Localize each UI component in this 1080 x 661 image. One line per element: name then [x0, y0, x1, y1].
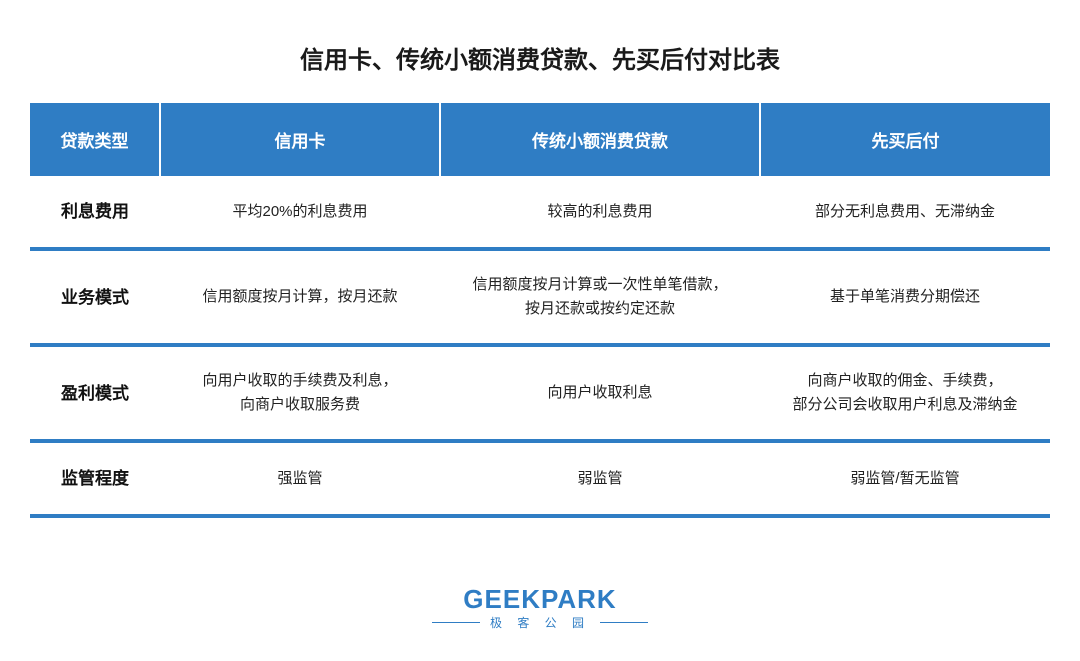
row-label: 业务模式 [30, 249, 160, 345]
row-label: 盈利模式 [30, 345, 160, 441]
cell: 平均20%的利息费用 [160, 176, 440, 249]
table-header-row: 贷款类型 信用卡 传统小额消费贷款 先买后付 [30, 103, 1050, 176]
cell: 弱监管/暂无监管 [760, 441, 1050, 516]
comparison-table: 贷款类型 信用卡 传统小额消费贷款 先买后付 利息费用 平均20%的利息费用 较… [30, 103, 1050, 518]
cell: 基于单笔消费分期偿还 [760, 249, 1050, 345]
cell: 信用额度按月计算，按月还款 [160, 249, 440, 345]
cell: 向用户收取利息 [440, 345, 760, 441]
logo: GEEKPARK 极 客 公 园 [0, 586, 1080, 631]
logo-line-left [432, 622, 480, 623]
logo-sub: 极 客 公 园 [0, 614, 1080, 631]
table-row: 利息费用 平均20%的利息费用 较高的利息费用 部分无利息费用、无滞纳金 [30, 176, 1050, 249]
logo-main-text: GEEKPARK [0, 586, 1080, 612]
cell: 较高的利息费用 [440, 176, 760, 249]
table-row: 业务模式 信用额度按月计算，按月还款 信用额度按月计算或一次性单笔借款，按月还款… [30, 249, 1050, 345]
col-header: 传统小额消费贷款 [440, 103, 760, 176]
col-header: 信用卡 [160, 103, 440, 176]
cell: 信用额度按月计算或一次性单笔借款，按月还款或按约定还款 [440, 249, 760, 345]
col-header: 贷款类型 [30, 103, 160, 176]
cell: 部分无利息费用、无滞纳金 [760, 176, 1050, 249]
cell: 弱监管 [440, 441, 760, 516]
page-title: 信用卡、传统小额消费贷款、先买后付对比表 [30, 40, 1050, 75]
row-label: 监管程度 [30, 441, 160, 516]
cell: 强监管 [160, 441, 440, 516]
row-label: 利息费用 [30, 176, 160, 249]
logo-line-right [600, 622, 648, 623]
table-row: 盈利模式 向用户收取的手续费及利息，向商户收取服务费 向用户收取利息 向商户收取… [30, 345, 1050, 441]
cell: 向商户收取的佣金、手续费，部分公司会收取用户利息及滞纳金 [760, 345, 1050, 441]
cell: 向用户收取的手续费及利息，向商户收取服务费 [160, 345, 440, 441]
table-row: 监管程度 强监管 弱监管 弱监管/暂无监管 [30, 441, 1050, 516]
col-header: 先买后付 [760, 103, 1050, 176]
logo-sub-text: 极 客 公 园 [490, 614, 590, 631]
